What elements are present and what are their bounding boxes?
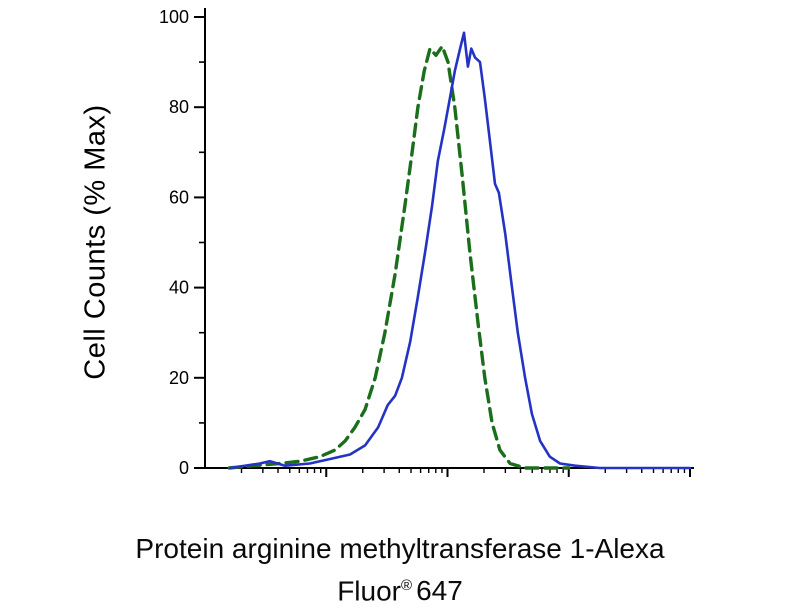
y-tick-label: 60	[169, 187, 189, 207]
registered-mark: ®	[401, 577, 413, 594]
caption-line1: Protein arginine methyltransferase 1-Ale…	[135, 533, 665, 564]
axes: 0 20 40 60 80 100	[159, 7, 694, 478]
y-tick-label: 80	[169, 97, 189, 117]
series-prmt1-stained-blue	[228, 31, 692, 470]
caption-fluor: Fluor	[337, 575, 401, 607]
series-control-dashed-green	[227, 44, 571, 470]
caption-line2: Fluor® 647	[0, 567, 800, 609]
y-tick-label: 40	[169, 278, 189, 298]
y-axis-title: Cell Counts (% Max)	[79, 104, 112, 380]
x-axis-caption: Protein arginine methyltransferase 1-Ale…	[0, 530, 800, 609]
y-tick-label: 20	[169, 368, 189, 388]
caption-647: 647	[416, 575, 463, 607]
y-tick-label: 100	[159, 7, 189, 27]
y-tick-label: 0	[179, 458, 189, 478]
